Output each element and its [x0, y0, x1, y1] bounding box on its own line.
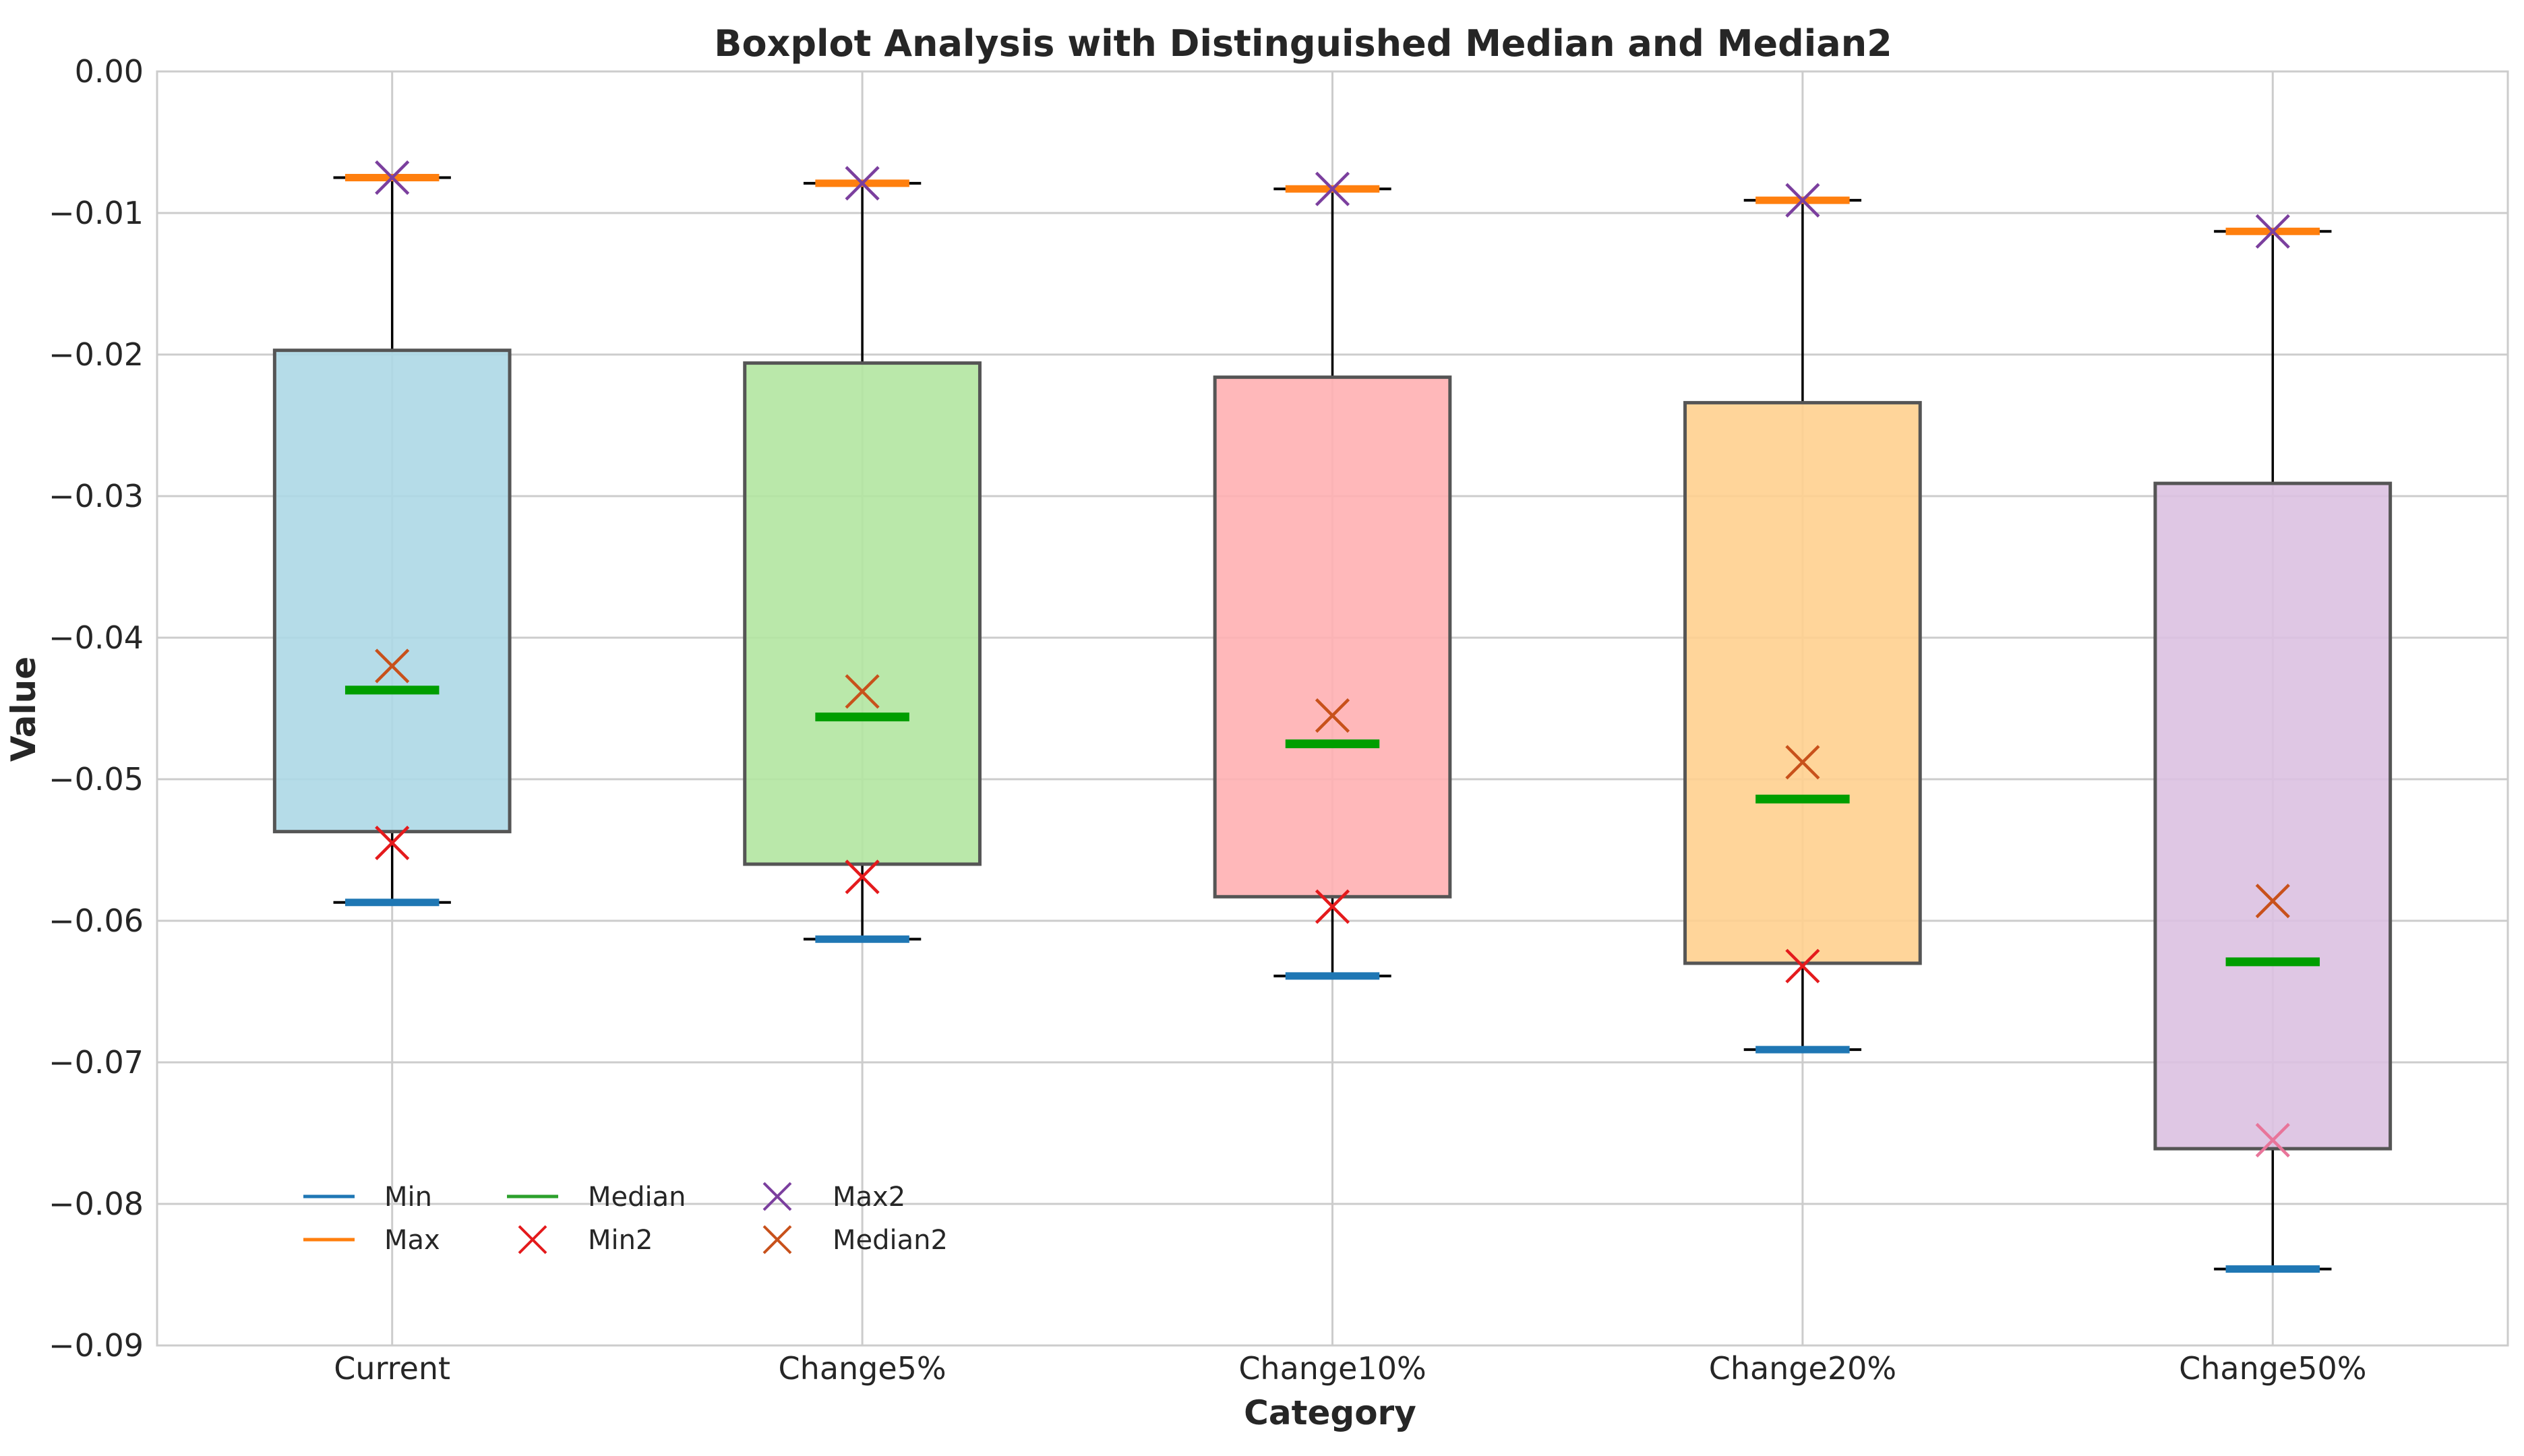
legend-label: Max2: [833, 1182, 905, 1213]
x-axis-label: Category: [1244, 1393, 1416, 1432]
x-tick-label: Change20%: [1709, 1350, 1896, 1387]
y-tick-label: −0.07: [49, 1044, 144, 1081]
box: [2153, 481, 2393, 1151]
y-tick-label: −0.06: [49, 903, 144, 939]
box: [272, 348, 512, 834]
min2-marker: [1315, 889, 1350, 924]
max2-marker: [2255, 214, 2290, 249]
max2-marker: [1315, 171, 1350, 206]
y-tick-label: −0.02: [49, 336, 144, 373]
legend-label: Median: [588, 1182, 686, 1213]
y-axis-label: Value: [4, 657, 43, 762]
max2-marker: [375, 160, 410, 195]
markers: [344, 160, 2320, 1273]
legend-label: Median2: [833, 1225, 948, 1256]
legend-swatch: [762, 1182, 792, 1211]
min2-marker: [1785, 948, 1820, 983]
legend-item: Min: [303, 1182, 432, 1213]
y-tick-label: −0.09: [49, 1327, 144, 1364]
legend-item: Median: [507, 1182, 686, 1213]
max2-marker: [1785, 183, 1820, 218]
x-axis-ticks: Current Change5% Change10% Change20% Change5…: [334, 1350, 2366, 1387]
legend-label: Min: [384, 1182, 432, 1213]
legend-item: Median2: [762, 1225, 948, 1256]
min2-marker: [375, 825, 410, 861]
legend-item: Max2: [762, 1182, 905, 1213]
x-tick-label: Change10%: [1238, 1350, 1426, 1387]
y-tick-label: −0.04: [49, 619, 144, 656]
y-axis-ticks: 0.00 −0.01 −0.02 −0.03 −0.04 −0.05 −0.06 −0.07 −…: [49, 53, 144, 1364]
legend-label: Max: [384, 1225, 440, 1256]
legend-label: Min2: [588, 1225, 653, 1256]
y-tick-label: −0.05: [49, 761, 144, 797]
x-tick-label: Change50%: [2179, 1350, 2366, 1387]
median2-marker: [1785, 745, 1820, 780]
min2-marker: [845, 859, 880, 894]
x-tick-label: Current: [334, 1350, 450, 1387]
legend-item: Max: [303, 1225, 440, 1256]
y-tick-label: −0.03: [49, 478, 144, 514]
box: [1683, 400, 1922, 965]
chart-title: Boxplot Analysis with Distinguished Medi…: [714, 22, 1892, 65]
median2-marker: [1315, 698, 1350, 733]
legend-swatch: [518, 1225, 547, 1254]
min2-marker: [2255, 1122, 2290, 1158]
y-tick-label: 0.00: [75, 53, 144, 90]
legend-swatch: [762, 1225, 792, 1254]
max2-marker: [845, 166, 880, 201]
median2-marker: [845, 674, 880, 709]
y-tick-label: −0.08: [49, 1186, 144, 1222]
box: [1213, 375, 1452, 899]
median2-marker: [375, 648, 410, 684]
y-tick-label: −0.01: [49, 195, 144, 231]
x-tick-label: Change5%: [779, 1350, 947, 1387]
legend-item: Min2: [518, 1225, 653, 1256]
legend: Min Max Median Min2 Max2 Median2: [303, 1182, 948, 1256]
median2-marker: [2255, 884, 2290, 919]
box: [743, 361, 982, 866]
plot-frame: [156, 70, 2509, 1347]
